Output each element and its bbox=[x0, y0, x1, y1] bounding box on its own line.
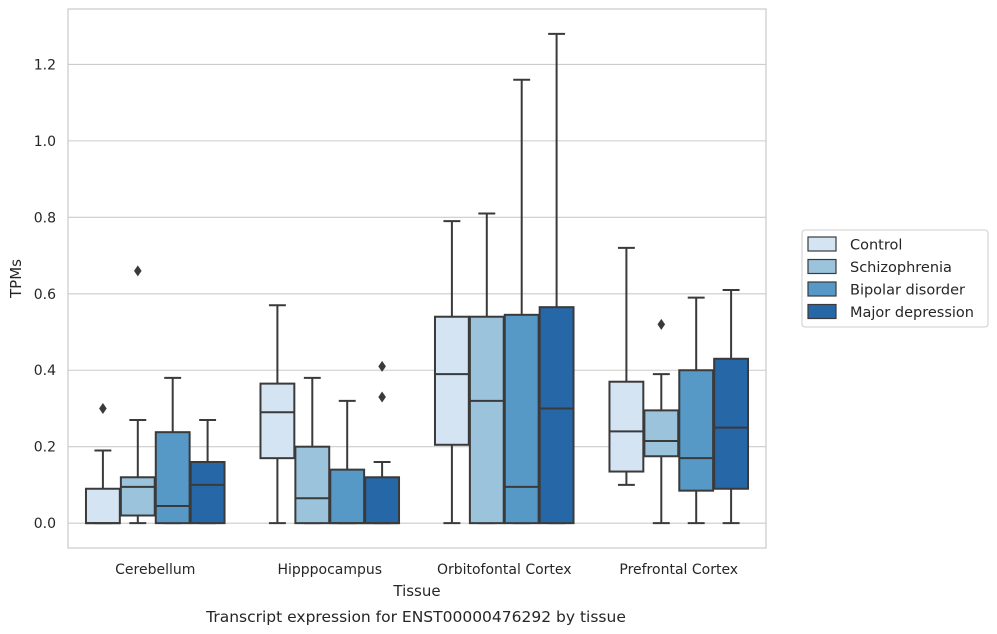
y-tick-label: 1.2 bbox=[34, 57, 56, 73]
y-tick-label: 0.8 bbox=[34, 210, 56, 226]
legend-entries: Control Schizophrenia Bipolar disorder Majo… bbox=[807, 236, 974, 321]
iqr-box bbox=[538, 306, 575, 525]
legend-label: Major depression bbox=[850, 305, 974, 321]
box-bipolar-disorder bbox=[154, 376, 191, 525]
legend-entry: Bipolar disorder bbox=[807, 281, 965, 299]
box-bipolar-disorder bbox=[329, 399, 366, 525]
box-bipolar-disorder bbox=[503, 78, 540, 525]
iqr-box bbox=[84, 487, 121, 525]
y-tick-label: 1.0 bbox=[34, 134, 56, 150]
legend-label: Schizophrenia bbox=[850, 260, 952, 276]
outlier-marker bbox=[378, 391, 386, 403]
y-axis-label: TPMs bbox=[7, 259, 25, 299]
outlier-marker bbox=[134, 265, 142, 277]
iqr-box bbox=[259, 382, 296, 460]
box-bipolar-disorder bbox=[678, 296, 715, 525]
iqr-box bbox=[189, 460, 226, 525]
iqr-box bbox=[433, 315, 470, 446]
legend-frame bbox=[801, 229, 989, 328]
legend-entry: Control bbox=[807, 236, 902, 254]
outlier-marker bbox=[99, 402, 107, 414]
outlier-marker bbox=[378, 360, 386, 372]
box-control bbox=[259, 304, 296, 525]
box-major-depression bbox=[189, 418, 226, 525]
x-tick-label: Prefrontal Cortex bbox=[619, 562, 738, 578]
box-schizophrenia bbox=[468, 212, 505, 525]
box-major-depression bbox=[364, 360, 401, 525]
x-tick-label: Cerebellum bbox=[115, 562, 195, 578]
x-axis-label: Tissue bbox=[392, 582, 440, 600]
box-schizophrenia bbox=[119, 265, 156, 525]
series-major-depression bbox=[189, 32, 750, 525]
box-schizophrenia bbox=[294, 376, 331, 525]
legend-label: Bipolar disorder bbox=[850, 283, 965, 299]
legend-swatch bbox=[807, 281, 837, 297]
iqr-box bbox=[643, 409, 680, 458]
box-control bbox=[608, 246, 645, 486]
y-tick-label: 0.2 bbox=[34, 440, 56, 456]
plot-frame bbox=[67, 8, 767, 549]
chart-caption: Transcript expression for ENST0000047629… bbox=[205, 608, 626, 626]
iqr-box bbox=[713, 357, 750, 490]
legend-entry: Major depression bbox=[807, 303, 974, 321]
outlier-marker bbox=[657, 318, 666, 330]
series-control bbox=[84, 220, 645, 525]
iqr-box bbox=[119, 476, 156, 517]
iqr-box bbox=[364, 476, 401, 525]
iqr-box bbox=[329, 468, 366, 525]
boxes bbox=[84, 32, 750, 525]
iqr-box bbox=[608, 380, 645, 473]
y-tick-label: 0.0 bbox=[34, 516, 56, 532]
legend-entry: Schizophrenia bbox=[807, 258, 952, 276]
y-tick-label: 0.4 bbox=[34, 363, 56, 379]
series-schizophrenia bbox=[119, 212, 680, 525]
iqr-box bbox=[294, 445, 331, 525]
box-schizophrenia bbox=[643, 318, 680, 525]
iqr-box bbox=[154, 431, 191, 525]
legend-label: Control bbox=[850, 238, 902, 254]
x-tick-label: Orbitofontal Cortex bbox=[437, 562, 572, 578]
legend: Control Schizophrenia Bipolar disorder Majo… bbox=[801, 229, 989, 328]
box-major-depression bbox=[713, 288, 750, 525]
box-control bbox=[84, 402, 121, 525]
iqr-box bbox=[468, 315, 505, 525]
x-tick-label: Hipppocampus bbox=[277, 562, 382, 578]
x-tick-labels: Cerebellum Hipppocampus Orbitofontal Corte… bbox=[115, 562, 738, 578]
box-major-depression bbox=[538, 32, 575, 525]
iqr-box bbox=[503, 313, 540, 525]
iqr-box bbox=[678, 369, 715, 492]
legend-swatch bbox=[807, 258, 837, 275]
box-control bbox=[433, 220, 470, 525]
y-tick-label: 0.6 bbox=[34, 287, 56, 303]
legend-swatch bbox=[807, 236, 837, 252]
legend-swatch bbox=[807, 303, 837, 320]
y-tick-labels: 0.0 0.2 0.4 0.6 0.8 1.0 1.2 bbox=[34, 57, 56, 532]
series-bipolar-disorder bbox=[154, 78, 715, 525]
